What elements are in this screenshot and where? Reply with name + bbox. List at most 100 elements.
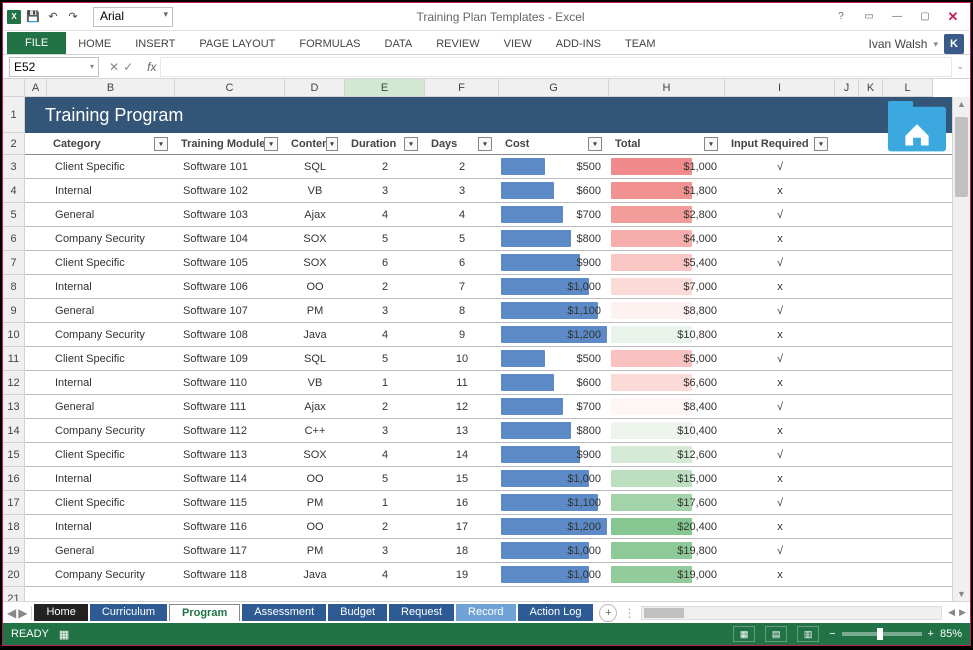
table-row[interactable]: GeneralSoftware 107PM38$1,100$8,800√: [25, 299, 952, 323]
cell-cost[interactable]: $900: [499, 443, 609, 466]
filter-dropdown-icon[interactable]: ▾: [154, 137, 168, 151]
cell-cost[interactable]: $1,000: [499, 275, 609, 298]
filter-dropdown-icon[interactable]: ▾: [478, 137, 492, 151]
cell-total[interactable]: $5,000: [609, 347, 725, 370]
sheet-tab-program[interactable]: Program: [169, 604, 240, 621]
cell-content[interactable]: OO: [285, 515, 345, 538]
cell-cost[interactable]: $800: [499, 419, 609, 442]
cell-days[interactable]: 5: [425, 227, 499, 250]
ribbon-tab-insert[interactable]: INSERT: [123, 34, 187, 54]
row-header[interactable]: 2: [3, 133, 25, 155]
cell-input[interactable]: √: [725, 395, 835, 418]
cancel-icon[interactable]: ✕: [109, 60, 119, 74]
cell-module[interactable]: Software 112: [175, 419, 285, 442]
table-row[interactable]: Client SpecificSoftware 115PM116$1,100$1…: [25, 491, 952, 515]
column-header[interactable]: E: [345, 79, 425, 97]
ribbon-tab-formulas[interactable]: FORMULAS: [287, 34, 372, 54]
cell-category[interactable]: Internal: [47, 515, 175, 538]
ribbon-tab-team[interactable]: TEAM: [613, 34, 668, 54]
row-header[interactable]: 16: [3, 467, 25, 491]
column-header[interactable]: L: [883, 79, 933, 97]
cell-input[interactable]: x: [725, 323, 835, 346]
cell-cost[interactable]: $700: [499, 395, 609, 418]
cell-cost[interactable]: $1,200: [499, 515, 609, 538]
table-row[interactable]: InternalSoftware 110VB111$600$6,600x: [25, 371, 952, 395]
row-header[interactable]: 5: [3, 203, 25, 227]
filter-dropdown-icon[interactable]: ▾: [264, 137, 278, 151]
column-filter-header[interactable]: Category▾: [47, 133, 175, 154]
column-filter-header[interactable]: Total▾: [609, 133, 725, 154]
cell-cost[interactable]: $900: [499, 251, 609, 274]
cell-category[interactable]: Client Specific: [47, 155, 175, 178]
cell-input[interactable]: x: [725, 563, 835, 586]
column-header[interactable]: F: [425, 79, 499, 97]
cell-days[interactable]: 16: [425, 491, 499, 514]
cell-duration[interactable]: 5: [345, 467, 425, 490]
cell-module[interactable]: Software 115: [175, 491, 285, 514]
column-filter-header[interactable]: Days▾: [425, 133, 499, 154]
cell-duration[interactable]: 4: [345, 443, 425, 466]
cell-duration[interactable]: 2: [345, 395, 425, 418]
cell-duration[interactable]: 5: [345, 347, 425, 370]
table-row[interactable]: InternalSoftware 106OO27$1,000$7,000x: [25, 275, 952, 299]
normal-view-button[interactable]: ▦: [733, 626, 755, 642]
column-header[interactable]: G: [499, 79, 609, 97]
cell-content[interactable]: SOX: [285, 443, 345, 466]
table-row[interactable]: Client SpecificSoftware 105SOX66$900$5,4…: [25, 251, 952, 275]
font-select[interactable]: Arial: [93, 7, 173, 27]
column-filter-header[interactable]: Duration▾: [345, 133, 425, 154]
page-layout-view-button[interactable]: ▤: [765, 626, 787, 642]
cell-content[interactable]: OO: [285, 275, 345, 298]
cell-input[interactable]: x: [725, 515, 835, 538]
cell-cost[interactable]: $1,000: [499, 539, 609, 562]
add-sheet-button[interactable]: +: [599, 604, 617, 622]
zoom-slider[interactable]: [842, 632, 922, 636]
cell-total[interactable]: $10,400: [609, 419, 725, 442]
scroll-up-icon[interactable]: ▲: [953, 97, 970, 109]
cell-total[interactable]: $12,600: [609, 443, 725, 466]
cell-content[interactable]: PM: [285, 491, 345, 514]
cell-days[interactable]: 7: [425, 275, 499, 298]
name-box[interactable]: E52▾: [9, 57, 99, 77]
cell-total[interactable]: $1,000: [609, 155, 725, 178]
cell-input[interactable]: √: [725, 443, 835, 466]
cell-total[interactable]: $10,800: [609, 323, 725, 346]
cell-duration[interactable]: 5: [345, 227, 425, 250]
filter-dropdown-icon[interactable]: ▾: [814, 137, 828, 151]
cell-input[interactable]: √: [725, 491, 835, 514]
cell-category[interactable]: Company Security: [47, 419, 175, 442]
cell-days[interactable]: 6: [425, 251, 499, 274]
undo-icon[interactable]: ↶: [45, 9, 61, 25]
row-header[interactable]: 7: [3, 251, 25, 275]
column-header[interactable]: A: [25, 79, 47, 97]
row-header[interactable]: 17: [3, 491, 25, 515]
cell-content[interactable]: Java: [285, 563, 345, 586]
cell-module[interactable]: Software 116: [175, 515, 285, 538]
cell-input[interactable]: x: [725, 371, 835, 394]
cell-category[interactable]: Company Security: [47, 563, 175, 586]
row-header[interactable]: 21: [3, 587, 25, 601]
cell-content[interactable]: OO: [285, 467, 345, 490]
cell-cost[interactable]: $1,000: [499, 467, 609, 490]
cell-category[interactable]: Client Specific: [47, 443, 175, 466]
column-header[interactable]: I: [725, 79, 835, 97]
macro-record-icon[interactable]: ▦: [59, 628, 69, 641]
close-button[interactable]: ✕: [940, 7, 966, 27]
table-row[interactable]: Client SpecificSoftware 109SQL510$500$5,…: [25, 347, 952, 371]
row-header[interactable]: 10: [3, 323, 25, 347]
table-row[interactable]: Company SecuritySoftware 108Java49$1,200…: [25, 323, 952, 347]
zoom-level[interactable]: 85%: [940, 628, 962, 640]
cell-cost[interactable]: $600: [499, 179, 609, 202]
cell-module[interactable]: Software 118: [175, 563, 285, 586]
cell-days[interactable]: 15: [425, 467, 499, 490]
cell-input[interactable]: √: [725, 539, 835, 562]
sheet-tab-home[interactable]: Home: [34, 604, 87, 621]
cell-content[interactable]: SOX: [285, 251, 345, 274]
ribbon-tab-file[interactable]: FILE: [7, 32, 66, 54]
cell-days[interactable]: 17: [425, 515, 499, 538]
cell-input[interactable]: √: [725, 203, 835, 226]
cell-category[interactable]: General: [47, 203, 175, 226]
zoom-in-button[interactable]: +: [928, 628, 934, 640]
ribbon-toggle-icon[interactable]: ▭: [856, 7, 882, 27]
cell-days[interactable]: 18: [425, 539, 499, 562]
